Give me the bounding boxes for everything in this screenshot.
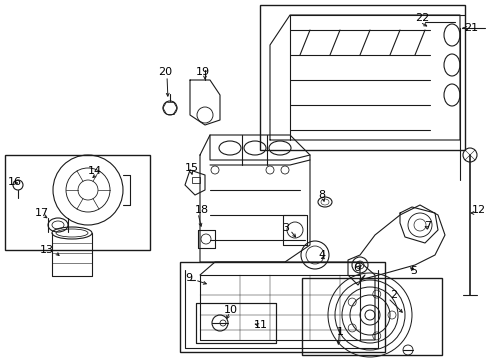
Text: 10: 10 — [224, 305, 238, 315]
Text: 9: 9 — [185, 273, 192, 283]
Bar — [180, 262, 385, 352]
Text: 4: 4 — [318, 250, 325, 260]
Text: 14: 14 — [88, 166, 102, 176]
Text: 15: 15 — [185, 163, 199, 173]
Text: 7: 7 — [424, 221, 431, 231]
Text: 2: 2 — [390, 290, 397, 300]
Bar — [196, 303, 276, 343]
Text: 6: 6 — [353, 263, 360, 273]
Text: 1: 1 — [337, 327, 343, 337]
Text: 17: 17 — [35, 208, 49, 218]
Bar — [192, 177, 200, 183]
Text: 22: 22 — [415, 13, 429, 23]
Text: 13: 13 — [40, 245, 54, 255]
Text: 21: 21 — [464, 23, 478, 33]
Text: 8: 8 — [318, 190, 325, 200]
Text: 18: 18 — [195, 205, 209, 215]
Bar — [196, 303, 276, 343]
Text: 12: 12 — [472, 205, 486, 215]
Text: 5: 5 — [410, 266, 417, 276]
Bar — [5, 155, 150, 250]
Text: 19: 19 — [196, 67, 210, 77]
Bar — [302, 278, 442, 355]
Text: 11: 11 — [254, 320, 268, 330]
Text: 20: 20 — [158, 67, 172, 77]
Bar — [260, 5, 465, 150]
Text: 16: 16 — [8, 177, 22, 187]
Text: 3: 3 — [282, 223, 289, 233]
